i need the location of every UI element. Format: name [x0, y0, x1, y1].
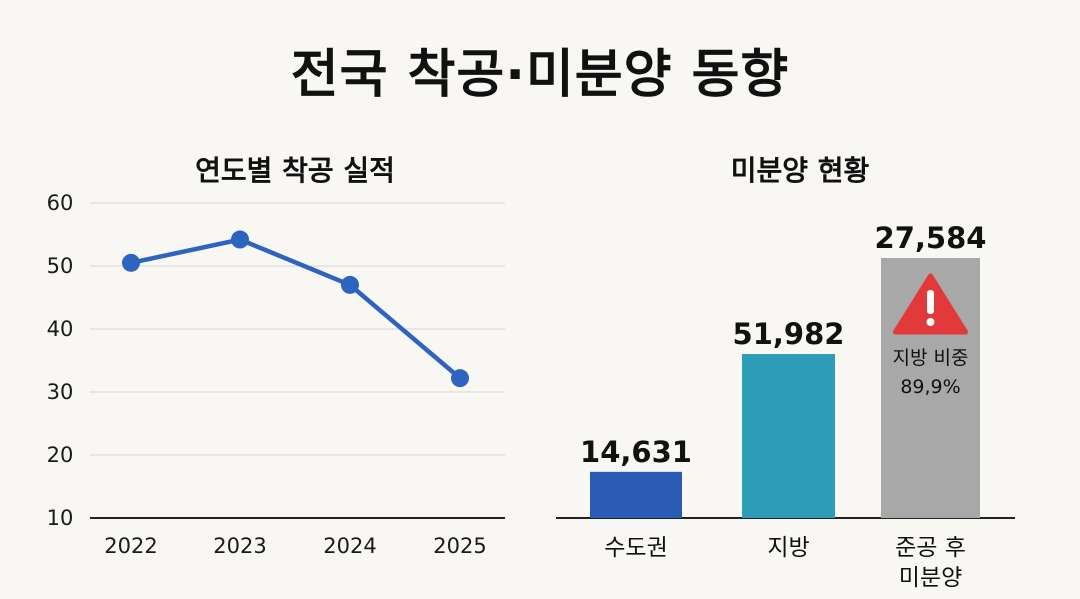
line-chart-title: 연도별 착공 실적 [195, 154, 395, 187]
line-chart-axis: 10 20 30 40 50 60 2022 2023 2024 2025 [47, 191, 505, 558]
x-tick-label: 2023 [213, 534, 266, 558]
bar-chart-axis: 수도권 지방 준공 후 미분양 [556, 517, 1015, 591]
bar [742, 354, 835, 518]
y-tick-label: 40 [47, 317, 74, 341]
warning-icon [893, 273, 968, 335]
bar [590, 471, 682, 518]
data-point [231, 230, 249, 249]
y-tick-label: 60 [47, 191, 74, 215]
main-title: 전국 착공·미분양 동향 [290, 45, 790, 105]
warning-mark [927, 290, 934, 314]
y-tick-label: 20 [47, 443, 74, 467]
y-tick-label: 50 [47, 254, 74, 278]
x-tick-label: 2025 [433, 534, 486, 558]
series-line [130, 237, 462, 380]
data-point [122, 253, 140, 272]
bar-chart-series: 14,631 51,982 27,584 지방 비중 89,9% [580, 221, 986, 518]
y-tick-label: 30 [47, 380, 74, 404]
data-point [451, 369, 469, 388]
bar-value-label: 14,631 [580, 435, 692, 469]
bar-value-label: 27,584 [875, 221, 987, 255]
annotation-label: 지방 비중 [893, 347, 969, 369]
bar-chart-title: 미분양 현황 [730, 154, 870, 187]
line-chart-series [122, 230, 469, 388]
bar-category-label: 수도권 [604, 535, 667, 561]
bar-category-label: 준공 후 미분양 [895, 535, 966, 591]
bar-category-label: 지방 [767, 535, 809, 561]
annotation-value: 89,9% [900, 376, 960, 398]
y-tick-label: 10 [47, 506, 74, 530]
x-tick-label: 2024 [323, 534, 376, 558]
warning-dot [926, 318, 935, 326]
x-tick-label: 2022 [104, 534, 157, 558]
line-chart-grid [90, 202, 505, 456]
data-point [341, 275, 359, 294]
bar-value-label: 51,982 [733, 317, 845, 351]
